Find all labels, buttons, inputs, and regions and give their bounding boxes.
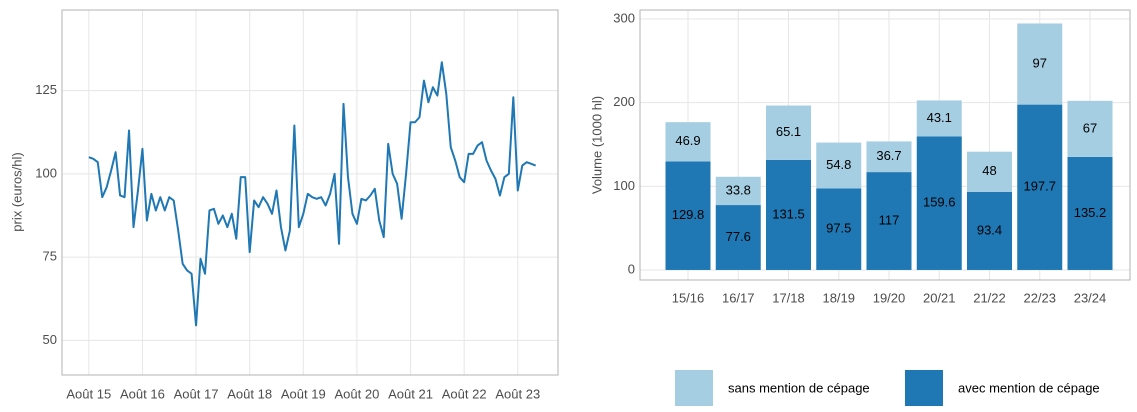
legend-label: avec mention de cépage — [958, 380, 1100, 395]
y-tick-label: 125 — [35, 82, 57, 97]
legend-label: sans mention de cépage — [728, 380, 870, 395]
data-label: 129.8 — [672, 207, 705, 222]
x-tick-label: Août 18 — [227, 386, 272, 401]
data-label: 67 — [1083, 120, 1097, 135]
y-tick-label: 0 — [628, 261, 635, 276]
data-label: 197.7 — [1023, 179, 1056, 194]
y-tick-label: 75 — [43, 249, 57, 264]
bar — [766, 159, 811, 270]
x-tick-label: 15/16 — [672, 290, 705, 305]
legend-swatch — [905, 370, 943, 406]
bar — [967, 191, 1012, 270]
data-label: 54.8 — [826, 157, 851, 172]
bar — [1067, 100, 1113, 157]
x-tick-label: 20/21 — [923, 290, 956, 305]
y-axis-label: Volume (1000 hl) — [589, 96, 604, 194]
bar — [715, 176, 761, 206]
x-tick-label: 18/19 — [822, 290, 855, 305]
y-tick-label: 300 — [613, 10, 635, 25]
data-label: 131.5 — [772, 206, 805, 221]
legend-swatch — [675, 370, 713, 406]
bar — [766, 105, 811, 160]
bar — [967, 151, 1012, 192]
bar — [665, 122, 711, 162]
x-tick-label: Août 19 — [281, 386, 326, 401]
bar — [1067, 156, 1113, 270]
x-tick-label: Août 17 — [174, 386, 219, 401]
data-label: 97 — [1033, 55, 1047, 70]
data-label: 97.5 — [826, 221, 851, 236]
y-tick-label: 200 — [613, 94, 635, 109]
bar — [866, 172, 912, 270]
panel-border — [639, 9, 1131, 281]
data-label: 159.6 — [923, 195, 956, 210]
x-tick-label: 19/20 — [873, 290, 906, 305]
data-label: 43.1 — [927, 110, 952, 125]
bar — [715, 205, 761, 270]
bar — [1017, 23, 1063, 105]
bar — [1017, 104, 1063, 270]
x-tick-label: 16/17 — [722, 290, 755, 305]
bar — [665, 161, 711, 270]
y-axis-label: prix (euros/hl) — [9, 152, 24, 231]
x-tick-label: Août 16 — [120, 386, 165, 401]
x-tick-label: 17/18 — [772, 290, 805, 305]
data-label: 33.8 — [726, 182, 751, 197]
x-tick-label: 22/23 — [1023, 290, 1056, 305]
y-tick-label: 100 — [35, 165, 57, 180]
panel-border — [61, 9, 559, 376]
x-tick-label: Août 20 — [335, 386, 380, 401]
x-tick-label: 21/22 — [973, 290, 1006, 305]
bar — [866, 141, 912, 173]
line — [88, 61, 537, 327]
bar — [916, 100, 962, 137]
x-tick-label: Août 21 — [388, 386, 433, 401]
data-label: 77.6 — [726, 229, 751, 244]
bar — [816, 188, 862, 270]
data-label: 36.7 — [876, 148, 901, 163]
x-tick-label: Août 22 — [442, 386, 487, 401]
x-tick-label: 23/24 — [1074, 290, 1107, 305]
data-label: 48 — [982, 163, 996, 178]
x-tick-label: Août 23 — [495, 386, 540, 401]
x-tick-label: Août 15 — [66, 386, 111, 401]
y-tick-label: 50 — [43, 332, 57, 347]
data-label: 46.9 — [675, 133, 700, 148]
y-tick-label: 100 — [613, 178, 635, 193]
data-label: 117 — [879, 212, 900, 227]
data-label: 65.1 — [776, 124, 801, 139]
data-label: 93.4 — [977, 222, 1002, 237]
bar — [916, 136, 962, 270]
data-label: 135.2 — [1074, 205, 1107, 220]
bar — [816, 142, 862, 189]
